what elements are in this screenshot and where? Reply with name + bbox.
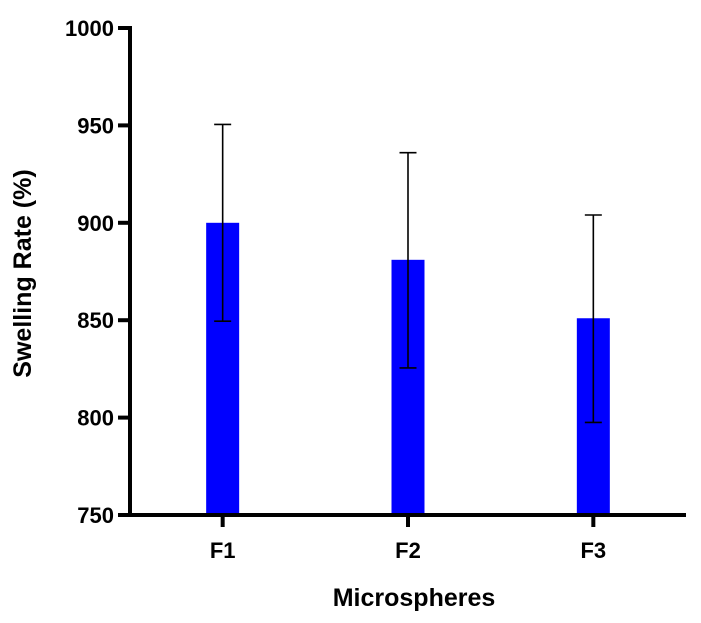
x-tick-label-f2: F2	[395, 538, 421, 563]
y-tick-label: 800	[77, 406, 114, 431]
x-axis-title: Microspheres	[333, 584, 496, 612]
y-ticks-layer: 750 800 850 900 950 1000	[65, 16, 130, 528]
y-tick-label: 850	[77, 308, 114, 333]
y-tick-label: 900	[77, 211, 114, 236]
error-bar-f3	[584, 214, 602, 424]
y-tick-label: 750	[77, 503, 114, 528]
error-bar-f2	[399, 151, 417, 369]
error-bar-f1	[214, 123, 232, 322]
x-tick-label-f3: F3	[580, 538, 606, 563]
x-tick-label-f1: F1	[210, 538, 236, 563]
y-tick-label: 1000	[65, 16, 114, 41]
x-ticks-layer: F1 F2 F3	[210, 515, 606, 563]
y-axis-title: Swelling Rate (%)	[9, 169, 37, 377]
y-tick-label: 950	[77, 113, 114, 138]
error-bars-layer	[214, 123, 602, 424]
